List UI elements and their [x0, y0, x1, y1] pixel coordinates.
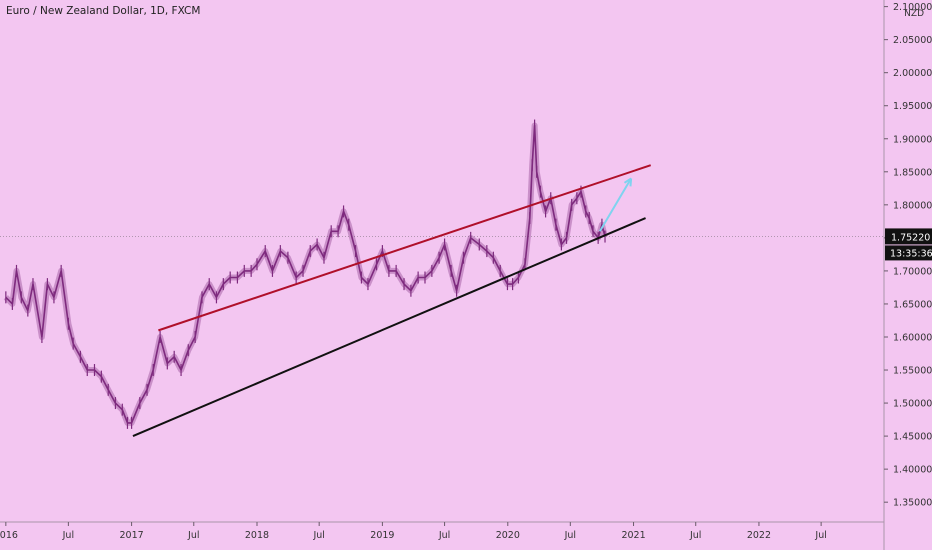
price-tick-label: 1.35000: [893, 498, 932, 509]
time-tick-label: Jul: [187, 530, 199, 541]
price-tick-label: 1.65000: [893, 299, 932, 310]
time-tick-label: Jul: [689, 530, 701, 541]
countdown-label: 13:35:36: [890, 248, 932, 259]
price-tick-label: 1.50000: [893, 399, 932, 410]
time-tick-label: 2019: [370, 530, 394, 541]
time-tick-label: Jul: [312, 530, 324, 541]
time-tick-label: 2022: [747, 530, 771, 541]
current-price-label: 1.75220: [891, 232, 930, 243]
time-tick-label: Jul: [564, 530, 576, 541]
projection-arrow: [600, 178, 631, 231]
time-tick-label: Jul: [62, 530, 74, 541]
price-tick-label: 1.85000: [893, 167, 932, 178]
time-tick-label: 2021: [621, 530, 645, 541]
chart-title: Euro / New Zealand Dollar, 1D, FXCM: [6, 5, 200, 17]
price-tick-label: 1.55000: [893, 366, 932, 377]
price-tick-label: 1.90000: [893, 134, 932, 145]
price-tick-label: 1.95000: [893, 101, 932, 112]
time-tick-label: 2018: [245, 530, 269, 541]
price-tick-label: 1.80000: [893, 200, 932, 211]
support-trendline: [133, 218, 646, 436]
time-tick-label: 2016: [0, 530, 18, 541]
time-tick-label: 2017: [119, 530, 143, 541]
price-tick-label: 2.00000: [893, 68, 932, 79]
price-tick-label: 1.60000: [893, 332, 932, 343]
price-axis[interactable]: 2.100002.050002.000001.950001.900001.850…: [884, 0, 932, 550]
price-tick-label: 2.05000: [893, 35, 932, 46]
time-tick-label: 2020: [496, 530, 520, 541]
time-tick-label: Jul: [438, 530, 450, 541]
time-tick-label: Jul: [814, 530, 826, 541]
time-axis[interactable]: 2016 Jul 2017 Jul 2018 Jul 2019 Jul 2020 Jul 2021 J…: [0, 522, 884, 541]
price-tick-label: 1.70000: [893, 266, 932, 277]
price-tick-label: 1.45000: [893, 432, 932, 443]
currency-label: NZD: [904, 9, 924, 19]
price-tick-label: 1.40000: [893, 465, 932, 476]
